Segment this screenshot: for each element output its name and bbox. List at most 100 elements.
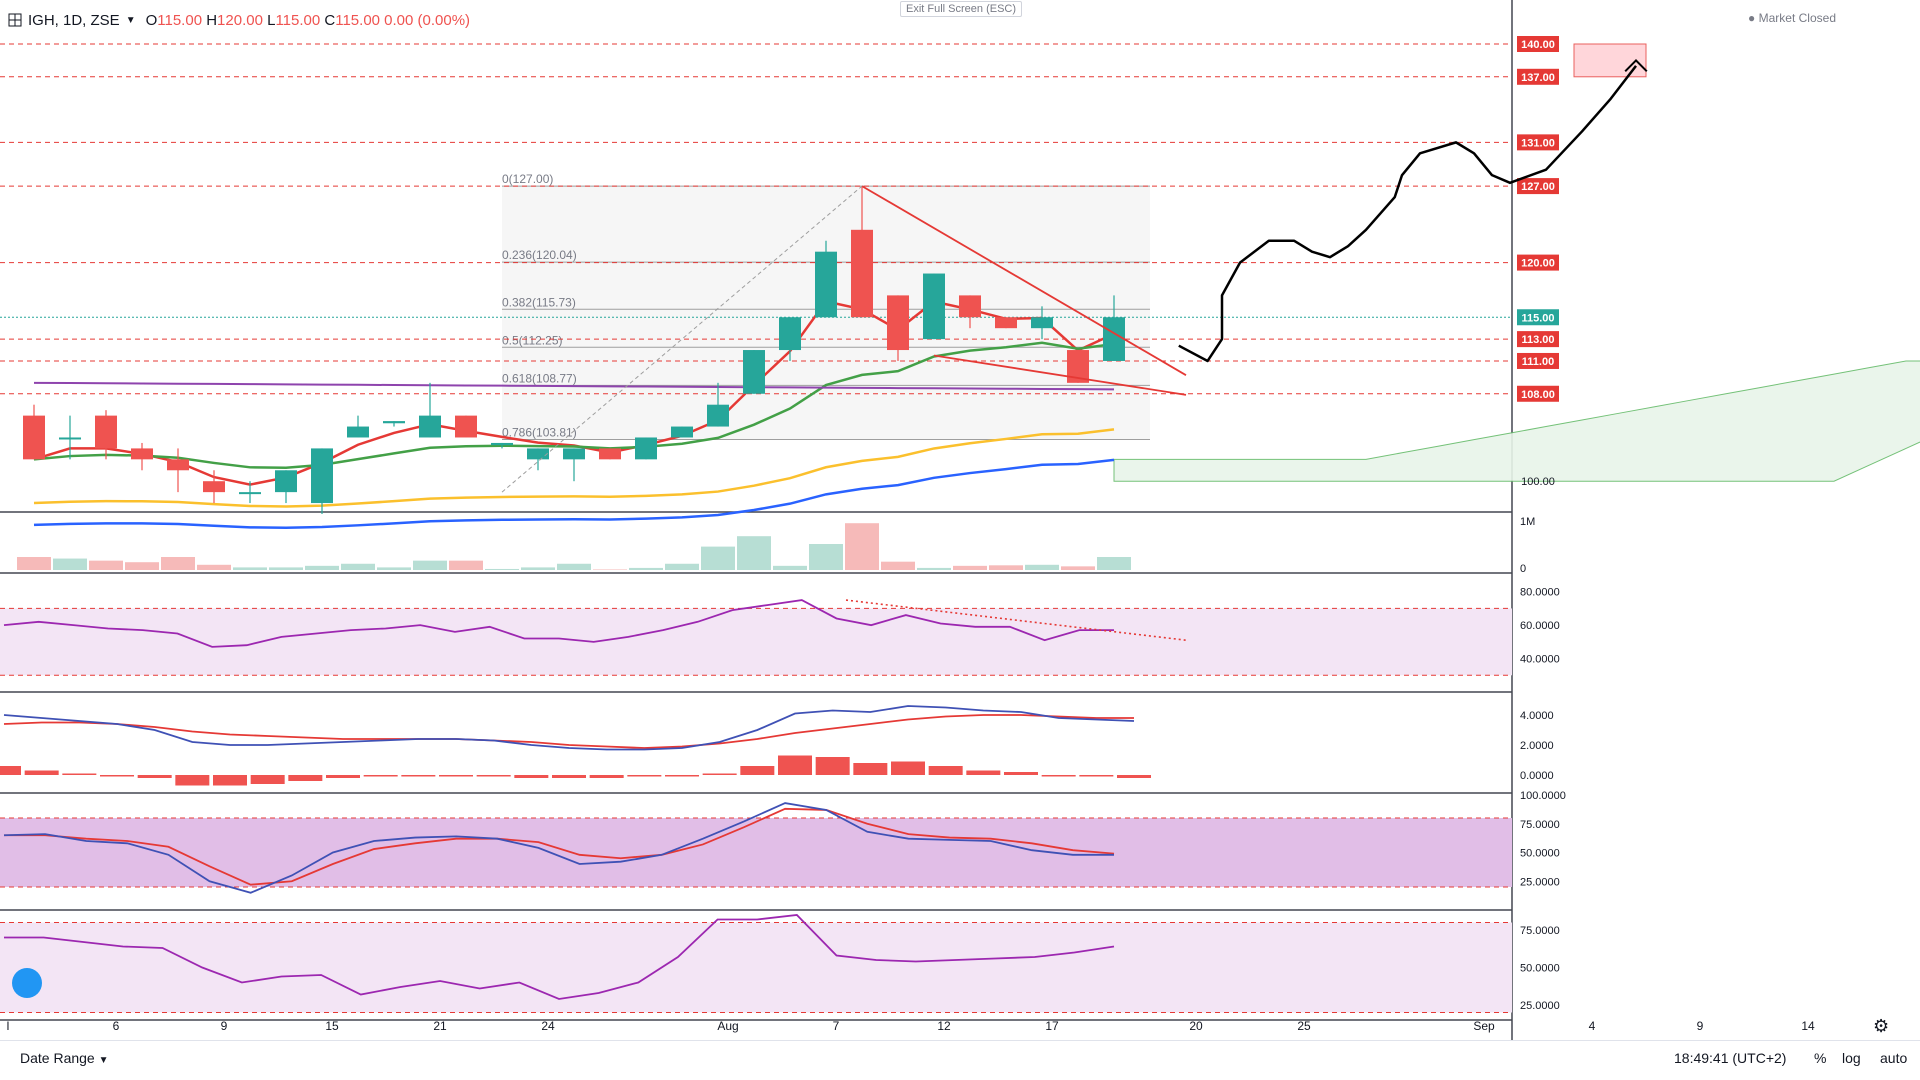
sub-y-tick-label: 4.0000 <box>1520 710 1554 722</box>
indicator-band <box>0 608 1512 676</box>
indicator-band <box>0 922 1512 1013</box>
fib-trend-line <box>501 185 863 493</box>
candle-body <box>239 492 261 495</box>
candle-body <box>23 415 45 460</box>
macd-histogram-bar <box>100 775 134 777</box>
sub-y-tick-label: 25.0000 <box>1520 876 1560 888</box>
sub-y-tick-label: 75.0000 <box>1520 925 1560 937</box>
macd-histogram-bar <box>0 766 21 775</box>
exit-fullscreen-button[interactable]: Exit Full Screen (ESC) <box>900 1 1023 17</box>
x-tick-label: 9 <box>221 1019 228 1033</box>
macd-histogram-bar <box>213 775 247 786</box>
volume-bar <box>521 567 555 570</box>
price-label-bg <box>1517 254 1559 271</box>
macd-histogram-bar <box>326 775 360 778</box>
candle-body <box>887 295 909 351</box>
percent-scale-button[interactable]: % <box>1814 1050 1827 1066</box>
sub-y-tick-label: 2.0000 <box>1520 740 1554 752</box>
gear-icon[interactable]: ⚙ <box>1873 1016 1890 1036</box>
macd-histogram-bar <box>250 775 285 784</box>
volume-tick-label: 1M <box>1520 516 1535 528</box>
x-tick-label: 24 <box>541 1019 555 1033</box>
macd-histogram-bar <box>589 775 624 778</box>
price-level-label: 115.00 <box>1521 312 1554 324</box>
volume-bar <box>845 523 879 570</box>
volume-bar <box>881 561 915 570</box>
candle-body <box>1103 317 1125 361</box>
x-tick-label: Aug <box>717 1019 738 1033</box>
fib-label: 0(127.00) <box>502 172 553 186</box>
sub-y-tick-label: 50.0000 <box>1520 963 1560 975</box>
x-tick-label: Sep <box>1473 1019 1495 1033</box>
volume-tick-label: 0 <box>1520 563 1526 575</box>
macd-histogram-bar <box>288 775 323 781</box>
ema-slow-line <box>33 428 1115 508</box>
macd-histogram-bar <box>815 757 850 775</box>
candle-body <box>995 317 1017 329</box>
auto-scale-button[interactable]: auto <box>1880 1050 1908 1066</box>
candle-body <box>491 442 513 446</box>
price-label-bg <box>1517 331 1559 348</box>
clock-readout: 18:49:41 (UTC+2) <box>1674 1050 1787 1066</box>
oscillator-line <box>4 914 1115 1000</box>
candle-body <box>347 426 369 438</box>
volume-bar <box>557 563 591 570</box>
macd-line <box>3 705 1135 751</box>
candle-body <box>455 415 477 438</box>
volume-bar <box>809 544 843 570</box>
volume-bar <box>701 546 735 570</box>
x-tick-label: 15 <box>325 1019 339 1033</box>
volume-bar <box>449 560 483 570</box>
volume-bar <box>773 565 807 570</box>
candle-body <box>671 426 693 438</box>
candle-body <box>527 448 549 460</box>
macd-histogram-bar <box>740 766 775 775</box>
macd-histogram-bar <box>175 775 210 786</box>
macd-histogram-bar <box>363 775 398 777</box>
macd-histogram-bar <box>439 775 473 777</box>
macd-histogram-bar <box>24 770 59 775</box>
fib-label: 0.5(112.25) <box>502 333 563 347</box>
macd-histogram-bar <box>401 775 436 777</box>
volume-bar <box>377 567 411 570</box>
macd-histogram-bar <box>853 763 888 775</box>
tradingview-logo-icon[interactable] <box>12 968 42 998</box>
symbol-selector[interactable]: IGH, 1D, ZSE ▼ <box>8 12 136 29</box>
volume-bar <box>485 568 519 570</box>
sub-y-tick-label: 50.0000 <box>1520 848 1560 860</box>
candle-body <box>59 437 81 440</box>
macd-histogram-bar <box>891 761 925 775</box>
projection-arrowhead <box>1624 58 1648 73</box>
log-scale-button[interactable]: log <box>1842 1050 1861 1066</box>
volume-bar <box>53 558 87 570</box>
candle-body <box>779 317 801 351</box>
candle-body <box>383 421 405 424</box>
sub-y-tick-label: 40.0000 <box>1520 654 1560 666</box>
candle-body <box>707 404 729 427</box>
price-label-bg <box>1517 68 1559 85</box>
macd-histogram-bar <box>1041 775 1076 777</box>
macd-histogram-bar <box>1004 772 1038 775</box>
target-zone <box>1573 43 1647 78</box>
candle-body <box>419 415 441 438</box>
chart-header: IGH, 1D, ZSE ▼ O115.00 H120.00 L115.00 C… <box>8 8 470 32</box>
date-range-button[interactable]: Date Range ▼ <box>20 1050 109 1066</box>
volume-bar <box>629 567 663 570</box>
candle-body <box>95 415 117 449</box>
triangle-upper <box>861 185 1187 376</box>
macd-histogram-bar <box>137 775 172 778</box>
candle-body <box>1067 350 1089 383</box>
volume-bar <box>341 563 375 570</box>
stoch-k-line <box>3 802 1114 894</box>
candle-body <box>815 251 837 318</box>
price-level-label: 120.00 <box>1521 258 1555 270</box>
volume-bar <box>1061 566 1095 570</box>
x-tick-label: 21 <box>433 1019 447 1033</box>
stoch-d-line <box>4 807 1115 886</box>
market-status: ● Market Closed <box>1748 11 1836 25</box>
projection-drawing <box>1178 65 1637 363</box>
volume-bar <box>197 564 231 570</box>
x-tick-label: 4 <box>1589 1019 1596 1033</box>
volume-bar <box>665 563 699 570</box>
